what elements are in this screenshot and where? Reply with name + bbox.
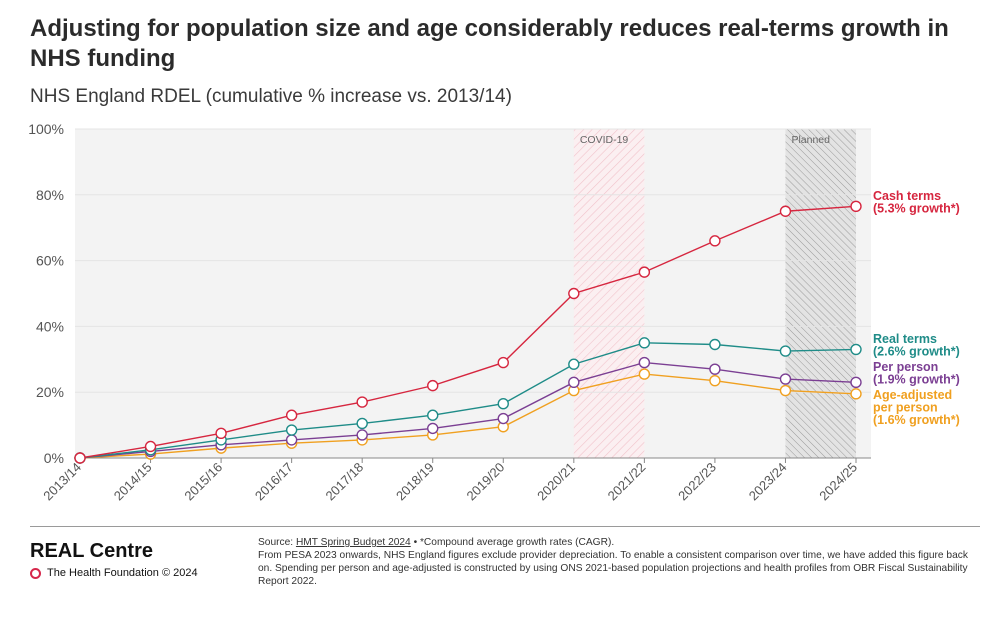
x-tick-label: 2022/23 xyxy=(675,460,719,504)
x-tick-label: 2019/20 xyxy=(464,460,508,504)
data-point-per-person xyxy=(285,434,298,446)
data-point-per-person xyxy=(427,422,439,435)
data-point-age-adjusted-per-person xyxy=(779,384,792,397)
data-point-real-terms xyxy=(427,409,439,421)
data-point-real-terms xyxy=(779,345,792,357)
source-suffix: • *Compound average growth rates (CAGR). xyxy=(410,537,615,548)
data-point-age-adjusted-per-person xyxy=(709,374,721,387)
data-point-per-person xyxy=(850,376,862,389)
organisation-label: The Health Foundation © 2024 xyxy=(47,567,198,579)
series-label-per-person: Per person xyxy=(873,360,938,374)
series-line-real-terms xyxy=(79,342,857,459)
data-point-real-terms xyxy=(850,343,862,356)
series-line-cash-terms xyxy=(79,205,857,459)
x-tick-label: 2018/19 xyxy=(393,460,437,504)
series-label-per-person: (1.9% growth*) xyxy=(873,373,960,387)
data-point-cash-terms xyxy=(356,396,368,408)
data-point-real-terms xyxy=(356,417,368,430)
x-tick-label: 2024/25 xyxy=(816,460,860,504)
series-label-age-adjusted-per-person: (1.6% growth*) xyxy=(873,413,960,427)
chart-subtitle: NHS England RDEL (cumulative % increase … xyxy=(30,86,512,107)
line-chart: COVID-19 Planned 0% 20% 40% 60% 80% 100% 2013/14… xyxy=(28,121,960,504)
series-label-cash-terms: Cash terms xyxy=(873,189,941,203)
series-line-per-person xyxy=(79,361,857,459)
data-point-per-person xyxy=(356,429,368,441)
y-tick-label: 20% xyxy=(36,384,64,400)
data-point-real-terms xyxy=(285,424,298,436)
data-point-per-person xyxy=(709,363,721,375)
x-tick-label: 2015/16 xyxy=(181,460,225,504)
data-point-cash-terms xyxy=(850,200,862,213)
data-point-cash-terms xyxy=(215,427,227,440)
x-tick-label: 2020/21 xyxy=(534,460,578,504)
series-label-real-terms: (2.6% growth*) xyxy=(873,345,960,359)
y-tick-label: 40% xyxy=(36,318,64,334)
y-tick-label: 80% xyxy=(36,187,64,203)
data-point-age-adjusted-per-person xyxy=(850,388,862,400)
brand-logo-icon xyxy=(30,567,41,579)
data-point-cash-terms xyxy=(568,287,580,300)
source-link[interactable]: HMT Spring Budget 2024 xyxy=(295,537,411,548)
x-tick-label: 2023/24 xyxy=(746,460,790,504)
data-point-cash-terms xyxy=(427,379,439,392)
data-point-real-terms xyxy=(638,337,651,349)
x-tick-label: 2016/17 xyxy=(252,460,296,504)
data-point-cash-terms xyxy=(779,205,792,217)
shaded-period-label: Planned xyxy=(791,134,830,146)
series-line-age-adjusted-per-person xyxy=(79,373,857,459)
methodology-note: From PESA 2023 onwards, NHS England figu… xyxy=(258,550,968,587)
data-point-cash-terms xyxy=(285,409,298,421)
data-point-per-person xyxy=(568,376,580,389)
x-tick-label: 2017/18 xyxy=(322,460,366,504)
series-label-age-adjusted-per-person: per person xyxy=(873,401,938,415)
data-point-cash-terms xyxy=(709,235,721,247)
data-point-real-terms xyxy=(568,358,580,370)
data-point-real-terms xyxy=(709,338,721,351)
data-point-cash-terms xyxy=(638,266,651,278)
series-label-age-adjusted-per-person: Age-adjusted xyxy=(873,388,952,402)
series-label-real-terms: Real terms xyxy=(873,332,937,346)
series-label-cash-terms: (5.3% growth*) xyxy=(873,202,960,216)
footer-divider xyxy=(30,526,980,527)
brand-name: REAL Centre xyxy=(30,540,153,562)
data-point-real-terms xyxy=(497,398,509,410)
chart-title: Adjusting for population size and age co… xyxy=(30,15,949,72)
shaded-period-1 xyxy=(785,129,856,458)
x-tick-label: 2014/15 xyxy=(111,460,155,504)
data-point-cash-terms xyxy=(497,356,509,369)
data-point-cash-terms xyxy=(74,452,86,464)
data-point-cash-terms xyxy=(144,440,157,453)
x-tick-label: 2013/14 xyxy=(40,460,84,504)
data-point-per-person xyxy=(497,412,509,425)
source-notes: Source: HMT Spring Budget 2024 • *Compou… xyxy=(258,536,983,588)
y-tick-label: 60% xyxy=(36,253,64,269)
organisation: The Health Foundation © 2024 xyxy=(30,567,198,579)
x-tick-label: 2021/22 xyxy=(605,460,649,504)
shaded-period-0 xyxy=(573,129,645,458)
plot-background xyxy=(75,129,871,458)
source-prefix: Source: xyxy=(258,537,294,548)
shaded-period-label: COVID-19 xyxy=(580,134,629,146)
data-point-per-person xyxy=(779,373,792,385)
y-tick-label: 0% xyxy=(44,450,64,466)
data-point-age-adjusted-per-person xyxy=(638,368,651,380)
data-point-per-person xyxy=(638,356,651,369)
y-tick-label: 100% xyxy=(28,121,64,137)
